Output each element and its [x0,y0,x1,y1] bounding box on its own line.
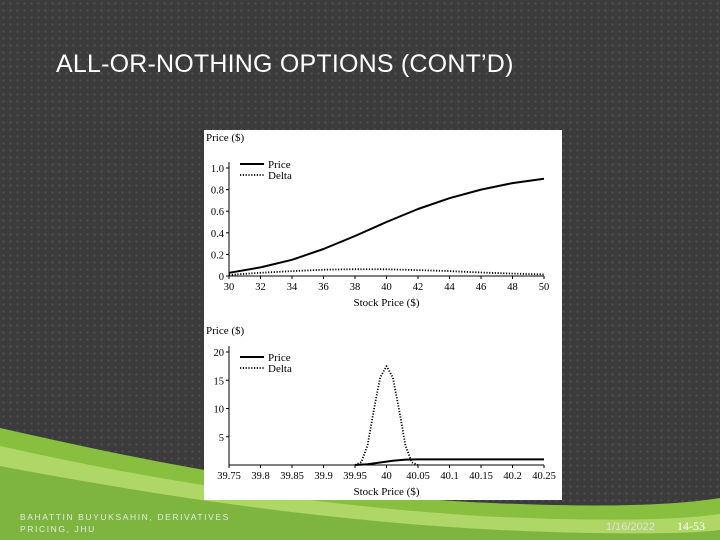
legend-label-delta: Delta [268,170,292,182]
y-tick-label: 10 [214,405,225,416]
y-tick-label: 0.6 [211,207,224,218]
y-tick-label: 0.4 [211,229,225,240]
footer-page-number: 14-53 [677,519,705,533]
y-tick-label: 0.2 [211,250,224,261]
x-tick-label: 48 [507,282,518,293]
series-line-delta [354,365,419,466]
x-tick-label: 36 [318,282,329,293]
x-tick-label: 39.9 [314,471,332,482]
x-tick-label: 38 [350,282,361,293]
legend-label-delta: Delta [268,363,292,375]
x-tick-label: 42 [413,282,424,293]
x-tick-label: 39.8 [251,471,269,482]
x-tick-label: 50 [539,282,550,293]
x-tick-label: 40.05 [406,471,430,482]
footer-author-line2: PRICING, JHU [20,524,96,534]
x-tick-label: 40.1 [440,471,458,482]
x-tick-label: 40.15 [469,471,493,482]
footer-author: BAHATTIN BUYUKSAHIN, DERIVATIVES PRICING… [20,511,230,535]
x-tick-label: 40.25 [532,471,556,482]
x-tick-label: 40 [381,282,392,293]
footer-author-line1: BAHATTIN BUYUKSAHIN, DERIVATIVES [20,512,230,522]
x-tick-label: 39.75 [217,471,241,482]
slide-title: ALL-OR-NOTHING OPTIONS (CONT’D) [56,50,514,78]
series-line-price [354,458,544,466]
footer-date: 1/16/2022 [606,521,655,533]
x-tick-label: 39.85 [280,471,304,482]
x-tick-label: 39.95 [343,471,367,482]
charts-svg: Price ($) Stock Price ($) 30 32 34 36 38 40 42 44… [206,132,556,498]
y-axis-label: Price ($) [206,132,245,144]
series-line-price [228,177,545,274]
y-tick-label: 0 [219,272,224,283]
y-axis-label: Price ($) [206,325,245,337]
x-tick-label: 30 [224,282,235,293]
y-tick-label: 5 [219,433,224,444]
x-tick-label: 34 [287,282,298,293]
y-tick-label: 15 [214,376,225,387]
y-tick-label: 20 [214,348,225,359]
x-tick-label: 44 [444,282,455,293]
x-axis-label: Stock Price ($) [354,297,420,309]
x-tick-label: 40 [381,471,392,482]
x-tick-label: 40.2 [503,471,521,482]
y-tick-label: 0.8 [211,186,224,197]
x-tick-label: 32 [255,282,266,293]
x-axis-label: Stock Price ($) [354,486,420,498]
series-line-delta [228,268,545,276]
y-tick-label: 1.0 [211,164,224,175]
legend-label-price: Price [268,159,291,171]
legend-label-price: Price [268,352,291,364]
figure-panel: Price ($) Stock Price ($) 30 32 34 36 38 40 42 44… [204,130,562,500]
x-tick-label: 46 [476,282,487,293]
